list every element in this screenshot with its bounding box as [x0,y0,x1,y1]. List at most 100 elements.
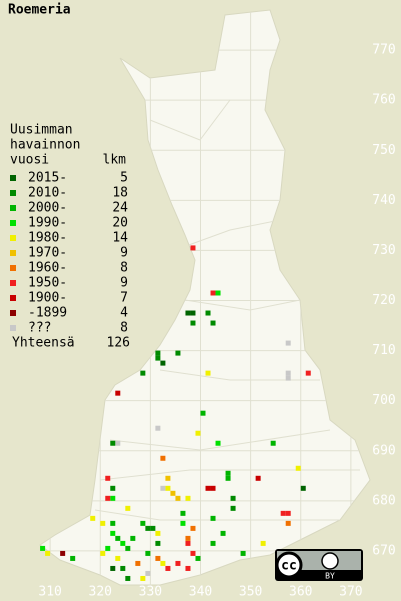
observation-square [105,475,111,481]
legend-count: 18 [112,186,128,201]
observation-square [200,410,206,416]
map-title: Roemeria [8,3,71,18]
legend-label: 1900- [28,291,67,306]
observation-square [270,440,276,446]
legend-swatch [10,295,16,301]
observation-square [160,560,166,566]
observation-square [285,340,291,346]
license-badge: cc BY [275,549,363,581]
observation-square [140,370,146,376]
observation-square [300,485,306,491]
observation-square [110,530,116,536]
legend-label: 1950- [28,276,67,291]
observation-square [140,520,146,526]
y-tick-label: 770 [372,43,395,58]
observation-square [285,375,291,381]
observation-square [125,575,131,581]
observation-square [205,370,211,376]
observation-square [210,515,216,521]
legend-swatch [10,220,16,226]
observation-square [285,370,291,376]
observation-square [305,370,311,376]
by-icon [321,552,339,570]
observation-square [225,470,231,476]
legend-count: 20 [112,216,128,231]
observation-square [115,555,121,561]
x-tick-label: 370 [339,585,362,600]
y-tick-label: 700 [372,393,395,408]
observation-square [175,495,181,501]
observation-square [155,425,161,431]
observation-square [210,290,216,296]
legend-swatch [10,280,16,286]
observation-square [135,560,141,566]
observation-square [155,350,161,356]
observation-square [240,550,246,556]
observation-square [165,485,171,491]
observation-square [130,535,136,541]
legend-title: vuosi [10,153,49,168]
x-tick-label: 320 [89,585,112,600]
observation-square [190,550,196,556]
cc-text: cc [281,559,297,574]
observation-square [155,555,161,561]
observation-square [225,475,231,481]
observation-square [110,495,116,501]
legend-count-header: lkm [103,153,127,168]
legend-swatch [10,190,16,196]
legend-title: havainnon [10,138,80,153]
legend-label: ??? [28,321,51,336]
legend-label: 1980- [28,231,67,246]
observation-square [280,510,286,516]
x-tick-label: 350 [239,585,262,600]
legend-label: -1899 [28,306,67,321]
axis-labels: 310 320 330 340 350 360 3706706806907007107207… [38,43,395,600]
observation-square [120,565,126,571]
observation-square [215,440,221,446]
observation-square [110,485,116,491]
observation-square [205,485,211,491]
observation-square [190,320,196,326]
observation-square [40,545,46,551]
observation-square [190,310,196,316]
observation-square [285,510,291,516]
observation-square [215,290,221,296]
y-tick-label: 680 [372,493,395,508]
observation-square [190,525,196,531]
legend-count: 8 [120,321,128,336]
observation-square [195,430,201,436]
y-tick-label: 720 [372,293,395,308]
legend-total: 126 [107,336,130,351]
legend-label: 1990- [28,216,67,231]
observation-square [160,485,166,491]
y-tick-label: 750 [372,143,395,158]
observation-square [230,495,236,501]
legend-total-label: Yhteensä [12,336,75,351]
observation-square [90,515,96,521]
y-tick-label: 760 [372,93,395,108]
observation-square [115,535,121,541]
legend-swatch [10,250,16,256]
observation-square [260,540,266,546]
legend-swatch [10,325,16,331]
legend-swatch [10,175,16,181]
observation-square [105,495,111,501]
observation-square [185,565,191,571]
legend-swatch [10,265,16,271]
observation-square [185,495,191,501]
observation-square [165,475,171,481]
observation-square [100,550,106,556]
observation-square [145,570,151,576]
legend-count: 14 [112,231,128,246]
observation-square [170,490,176,496]
observation-square [125,545,131,551]
observation-square [285,520,291,526]
observation-square [160,455,166,461]
observation-square [195,555,201,561]
observation-square [255,475,261,481]
legend-label: 1960- [28,261,67,276]
cc-icon [275,551,303,579]
y-tick-label: 710 [372,343,395,358]
observations [40,245,311,581]
observation-square [180,510,186,516]
